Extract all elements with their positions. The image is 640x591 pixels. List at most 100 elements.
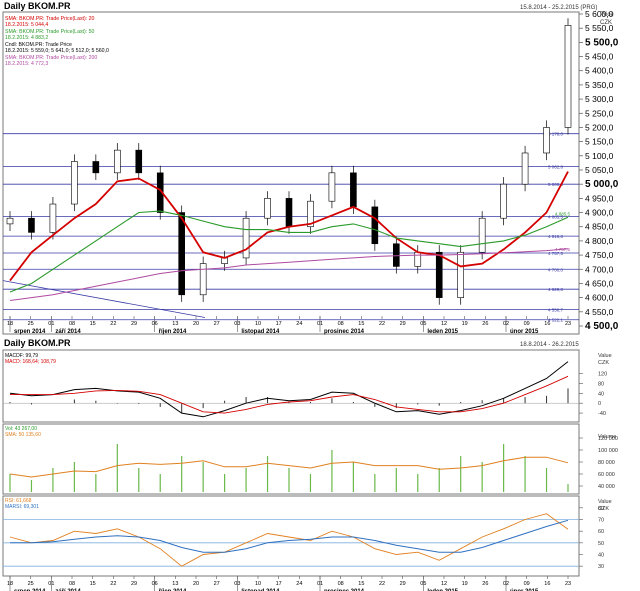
- month-label: únor 2015: [510, 329, 539, 335]
- date-tick-label: 24: [296, 581, 302, 587]
- date-tick-label: 29: [400, 581, 406, 587]
- volume-series: [9, 444, 569, 492]
- price-tick-label: 4 950,0: [585, 193, 614, 203]
- date-tick-label: 10: [255, 581, 261, 587]
- volume-tick-label: 100 000: [598, 448, 618, 454]
- candle-body: [350, 172, 357, 208]
- main-chart-range: 15.8.2014 - 25.2.2015 (PRG): [520, 5, 597, 11]
- date-tick-label: 19: [462, 321, 468, 327]
- main-price-axis: 4 500,0 4 550,0 4 600,0 4 650,0 4 700,0 4 750…: [555, 9, 619, 332]
- date-tick-label: 27: [214, 581, 220, 587]
- macd-axis-title: Value: [598, 353, 612, 359]
- sub-chart-range: 18.8.2014 - 26.2.2015: [520, 342, 579, 348]
- trend-line: [2, 280, 206, 318]
- rsi-axis: 80 70 60 50 40 30: [3, 506, 604, 570]
- volume-axis-title: Volume: [598, 434, 616, 440]
- macd-legend-entry: MACD: 168,64; 108,79: [5, 359, 56, 365]
- macd-tick-label: 0: [598, 401, 601, 407]
- volume-legend-entry: Vol: 43 267,00: [5, 426, 37, 432]
- price-tick-label: 4 700,0: [585, 264, 614, 274]
- candle-body: [199, 263, 207, 296]
- macd-tick-label: 40: [598, 391, 604, 397]
- price-tick-label: 4 800,0: [585, 236, 614, 246]
- candle-body: [264, 198, 271, 219]
- candle-body: [6, 217, 14, 225]
- volume-axis: 120 000 100 000 80 000 60 000 40 000: [579, 436, 618, 490]
- date-tick-label: 24: [296, 321, 302, 327]
- main-date-axis: 18 25 01 08 15 22 29 06 13 20 27 03 10 17 24 01 08 15 22 29…: [7, 316, 571, 335]
- date-tick-label: 29: [131, 321, 137, 327]
- legend-entry-value: 18.2.2015: 4 772,3: [5, 61, 48, 67]
- date-tick-label: 22: [110, 321, 116, 327]
- legend-entry-value: 18.2.2015: 5 044,4: [5, 22, 48, 28]
- macd-tick-label: -40: [598, 411, 606, 417]
- level-label: 4 885,5: [548, 215, 564, 220]
- date-tick-label: 25: [28, 581, 34, 587]
- date-tick-label: 15: [358, 581, 364, 587]
- date-tick-label: 08: [69, 321, 75, 327]
- macd-legend-entry: MACDF: 99,79: [5, 353, 38, 359]
- candle-body: [92, 161, 100, 174]
- candle-body: [564, 25, 572, 128]
- candle-body: [285, 198, 293, 228]
- macd-tick-label: 80: [598, 381, 604, 387]
- main-chart-title: Daily BKOM.PR: [4, 1, 71, 11]
- legend-entry-name: SMA: BKOM.PR: Trade Price(Last): 20: [5, 16, 94, 22]
- candle-body: [478, 217, 486, 253]
- price-tick-label: 5 550,0: [585, 23, 614, 33]
- candle-body: [135, 149, 143, 174]
- rsi-plot-frame: [2, 495, 580, 577]
- legend-entry-value: 18.2.2015: 5 559,0; 5 641,0; 5 512,0; 5 …: [5, 48, 109, 54]
- rsi-tick-label: 60: [598, 529, 604, 535]
- price-tick-label: 5 350,0: [585, 80, 614, 90]
- level-label: 5 000,0: [548, 182, 564, 187]
- rsi-tick-label: 50: [598, 541, 604, 547]
- date-tick-label: 15: [90, 321, 96, 327]
- candle-body: [178, 212, 185, 296]
- level-label: 4 558,7: [548, 307, 564, 312]
- series-line-sma20: [9, 171, 569, 282]
- rsi-ma-line: [10, 519, 569, 553]
- month-label: listopad 2014: [241, 589, 280, 591]
- volume-legend-entry: SMA: 50 135,60: [5, 432, 41, 438]
- rsi-line: [9, 513, 569, 567]
- date-tick-label: 19: [462, 581, 468, 587]
- date-tick-label: 20: [193, 581, 199, 587]
- series-line-sma50: [9, 210, 569, 293]
- candle-body: [28, 217, 35, 233]
- macd-signal-line: [10, 375, 569, 414]
- month-label: srpen 2014: [14, 589, 46, 591]
- date-tick-label: 22: [110, 581, 116, 587]
- level-label: 5 062,8: [548, 164, 564, 169]
- sub-chart-title: Daily BKOM.PR: [4, 338, 71, 348]
- legend-entry-name: Cndl: BKOM.PR: Trade Price: [5, 42, 72, 48]
- date-tick-label: 23: [565, 581, 571, 587]
- rsi-tick-label: 30: [598, 564, 604, 570]
- value-tag: 4 885,5: [555, 211, 571, 216]
- date-tick-label: 27: [214, 321, 220, 327]
- candle-body: [457, 251, 464, 298]
- rsi-legend-entry: MARSI: 69,301: [5, 504, 39, 510]
- legend-entry-name: SMA: BKOM.PR: Trade Price(Last): 50: [5, 29, 94, 35]
- month-label: říjen 2014: [159, 329, 187, 335]
- volume-tick-label: 80 000: [598, 460, 615, 466]
- sub-date-axis: 18 25 01 08 15 22 29 06 13 20 27 03 10 17 24 01 08 15 22 29…: [7, 576, 571, 591]
- price-tick-label: 4 900,0: [585, 208, 614, 218]
- date-tick-label: 29: [400, 321, 406, 327]
- date-tick-label: 16: [544, 581, 550, 587]
- rsi-axis-title: Value: [598, 499, 612, 505]
- date-tick-label: 08: [338, 581, 344, 587]
- value-tag: 4 757,5: [555, 247, 571, 252]
- price-tick-label: 4 550,0: [585, 307, 614, 317]
- candle-body: [371, 206, 379, 245]
- date-tick-label: 22: [379, 321, 385, 327]
- date-tick-label: 10: [255, 321, 261, 327]
- main-legend: SMA: BKOM.PR: Trade Price(Last): 2018.2.…: [5, 16, 109, 67]
- candle-body: [393, 243, 400, 267]
- macd-axis: 120 80 40 0 -40: [3, 372, 607, 417]
- candle-body: [307, 200, 314, 228]
